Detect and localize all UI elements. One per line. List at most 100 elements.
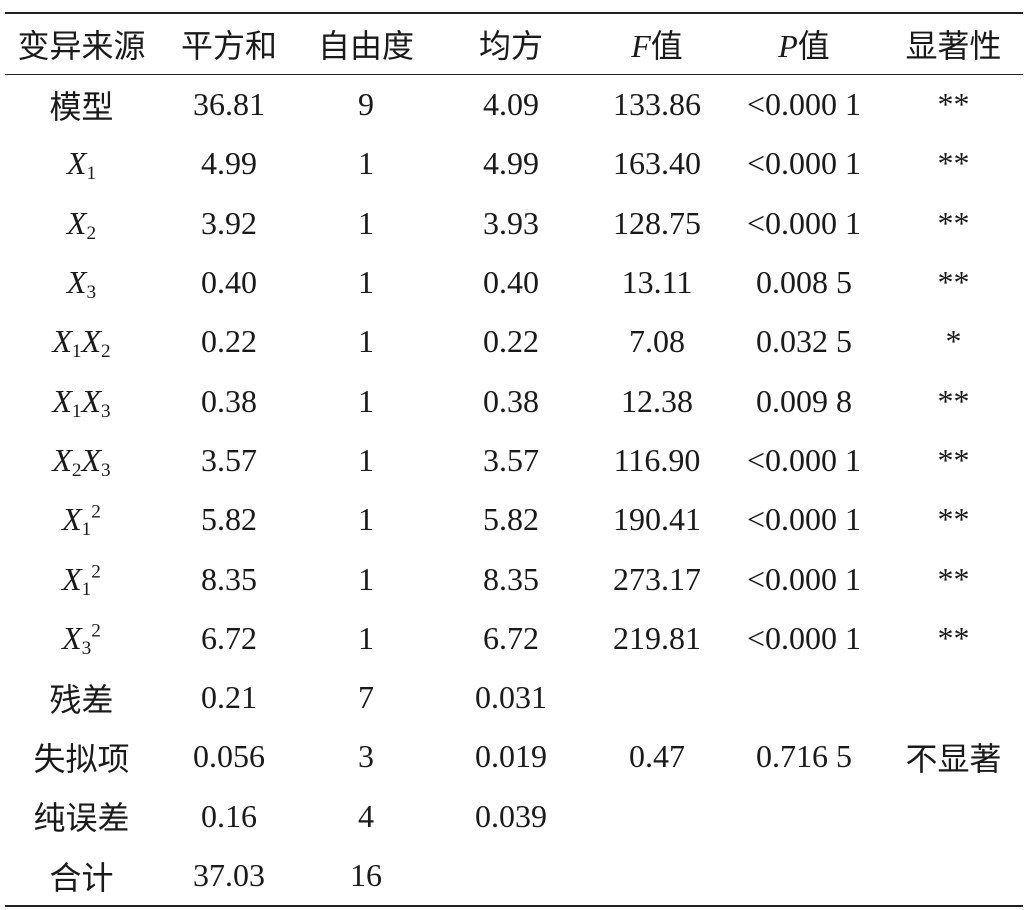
- cell-sig: **: [937, 441, 970, 478]
- cell-sig: [884, 787, 1023, 846]
- var-subscript: 2: [86, 222, 97, 244]
- cell-df: 1: [358, 323, 374, 360]
- cell-ss: 0.38: [201, 382, 257, 419]
- var-subscript: 1: [81, 578, 92, 600]
- var-subscript: 2: [71, 459, 82, 481]
- var-symbol: X: [81, 323, 102, 360]
- cell-ss: 6.72: [201, 619, 257, 656]
- table-row: X2X3 3.57 1 3.57 116.90 <0.000 1 **: [5, 431, 1023, 490]
- table-row: 失拟项 0.056 3 0.019 0.47 0.716 5 不显著: [5, 727, 1023, 786]
- cell-sig: **: [937, 145, 970, 182]
- cell-source: X12: [5, 549, 158, 608]
- var-symbol: X: [52, 323, 72, 360]
- var-symbol: X: [62, 560, 82, 597]
- cell-source: X32: [5, 609, 158, 668]
- cell-ms: 0.031: [475, 679, 547, 716]
- cell-ms: 0.019: [475, 738, 547, 775]
- cell-ms: 8.35: [483, 560, 539, 597]
- cell-sig: 不显著: [905, 740, 1002, 777]
- table-row: 残差 0.21 7 0.031: [5, 668, 1023, 727]
- table-row: X1X3 0.38 1 0.38 12.38 0.009 8 **: [5, 371, 1023, 430]
- header-p-value: P值: [724, 13, 884, 75]
- cell-f: 128.75: [613, 204, 701, 241]
- cell-ss: 8.35: [201, 560, 257, 597]
- cell-p: <0.000 1: [746, 204, 862, 241]
- table-row: X1 4.99 1 4.99 163.40 <0.000 1 **: [5, 134, 1023, 193]
- cell-df: 1: [358, 560, 374, 597]
- cell-f: 13.11: [621, 264, 693, 301]
- cell-p: <0.000 1: [746, 560, 862, 597]
- var-subscript: 3: [86, 281, 97, 303]
- cell-source: X1X2: [5, 312, 158, 371]
- cell-df: 1: [358, 619, 374, 656]
- var-symbol: X: [52, 441, 72, 478]
- cell-df: 1: [358, 501, 374, 538]
- cell-ss: 0.22: [201, 323, 257, 360]
- cell-ss: 5.82: [201, 501, 257, 538]
- table-row: X2 3.92 1 3.93 128.75 <0.000 1 **: [5, 194, 1023, 253]
- cell-p: <0.000 1: [746, 441, 862, 478]
- cell-p: <0.000 1: [746, 501, 862, 538]
- cell-df: 7: [358, 679, 374, 716]
- var-subscript: 1: [71, 341, 82, 363]
- cell-sig: **: [937, 501, 970, 538]
- var-subscript: 1: [81, 519, 92, 541]
- cell-df: 1: [358, 145, 374, 182]
- cell-sig: *: [945, 323, 962, 360]
- var-symbol: X: [66, 264, 87, 301]
- header-significance: 显著性: [905, 28, 1002, 64]
- cell-p: <0.000 1: [746, 86, 862, 123]
- cell-ms: 0.38: [483, 382, 539, 419]
- cell-p: <0.000 1: [746, 619, 862, 656]
- cell-source: 合计: [49, 859, 114, 896]
- header-sum-of-squares: 平方和: [180, 28, 277, 64]
- cell-source: X2: [5, 194, 158, 253]
- table-row: 模型 36.81 9 4.09 133.86 <0.000 1 **: [5, 75, 1023, 135]
- cell-f: 219.81: [613, 619, 701, 656]
- cell-sig: [884, 846, 1023, 906]
- cell-ss: 0.40: [201, 264, 257, 301]
- header-f-value-text: 值: [650, 28, 683, 64]
- cell-sig: **: [937, 619, 970, 656]
- cell-p: 0.032 5: [756, 323, 852, 360]
- cell-source: X2X3: [5, 431, 158, 490]
- cell-f: 190.41: [613, 501, 701, 538]
- cell-ms: 0.22: [483, 323, 539, 360]
- header-row: 变异来源 平方和 自由度 均方 F值 P值 显著性: [5, 13, 1023, 75]
- cell-ms: 3.57: [483, 441, 539, 478]
- cell-df: 16: [350, 857, 382, 893]
- var-symbol: X: [52, 382, 72, 419]
- cell-f: 116.90: [613, 441, 701, 478]
- cell-f: 273.17: [613, 560, 701, 597]
- var-superscript: 2: [91, 620, 101, 642]
- var-superscript: 2: [91, 501, 101, 523]
- cell-p: 0.008 5: [756, 264, 852, 301]
- cell-ss: 4.99: [201, 145, 257, 182]
- cell-source: X12: [5, 490, 158, 549]
- cell-sig: **: [937, 204, 970, 241]
- cell-ms: 0.40: [483, 264, 539, 301]
- var-symbol: X: [62, 501, 82, 538]
- cell-ss: 3.92: [201, 204, 257, 241]
- var-symbol: X: [81, 382, 102, 419]
- cell-ms: 6.72: [483, 619, 539, 656]
- table-row: X1X2 0.22 1 0.22 7.08 0.032 5 *: [5, 312, 1023, 371]
- cell-df: 1: [358, 264, 374, 301]
- cell-p: [724, 787, 884, 846]
- cell-sig: **: [937, 382, 970, 419]
- cell-p: 0.009 8: [756, 382, 852, 419]
- cell-sig: **: [937, 560, 970, 597]
- var-subscript: 3: [81, 637, 92, 659]
- cell-ss: 0.16: [201, 797, 257, 834]
- cell-f: [590, 846, 724, 906]
- var-symbol: X: [66, 145, 87, 182]
- cell-source: 失拟项: [33, 740, 130, 777]
- cell-f: 163.40: [613, 145, 701, 182]
- table-row: X12 5.82 1 5.82 190.41 <0.000 1 **: [5, 490, 1023, 549]
- table-row: 合计 37.03 16: [5, 846, 1023, 907]
- cell-ms: 0.039: [475, 797, 547, 834]
- cell-p: [724, 846, 884, 906]
- cell-f: [590, 787, 724, 846]
- cell-df: 4: [358, 797, 374, 834]
